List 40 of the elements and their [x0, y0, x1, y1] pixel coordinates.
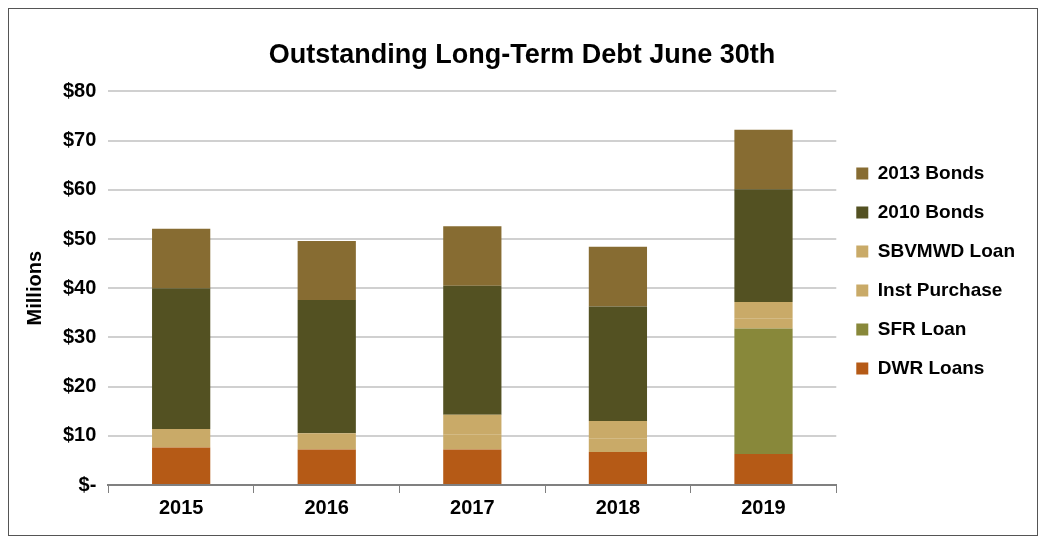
- y-tick-label: $60: [62, 177, 97, 200]
- bar: [152, 428, 211, 448]
- bar: [152, 447, 211, 484]
- y-tick-label: $-: [78, 472, 97, 495]
- x-tick-label: 2018: [595, 495, 641, 518]
- bar: [443, 226, 502, 286]
- x-tick-label: 2019: [741, 495, 786, 518]
- legend-label: DWR Loans: [877, 356, 985, 378]
- bar: [297, 433, 356, 450]
- bar: [734, 328, 793, 454]
- y-tick-label: $40: [62, 275, 97, 298]
- y-axis-title: Millions: [22, 250, 45, 326]
- x-tick-label: 2017: [450, 495, 495, 518]
- legend-label: SFR Loan: [877, 317, 967, 339]
- y-tick-label: $70: [62, 128, 97, 151]
- bar: [297, 300, 356, 434]
- y-tick-label: $30: [62, 324, 97, 347]
- bar: [588, 306, 648, 422]
- y-tick-label: $50: [62, 226, 97, 249]
- legend-label: Inst Purchase: [877, 278, 1003, 300]
- legend-label: 2010 Bonds: [877, 200, 985, 222]
- x-tick-label: 2015: [158, 495, 204, 518]
- bar: [734, 189, 793, 302]
- bar: [152, 288, 211, 429]
- x-tick-label: 2016: [304, 495, 349, 518]
- bar: [152, 228, 211, 289]
- y-tick-label: $20: [62, 374, 97, 397]
- legend-label: 2013 Bonds: [877, 161, 985, 183]
- y-tick-label: $80: [62, 78, 97, 101]
- bar: [588, 246, 648, 307]
- y-tick-label: $10: [62, 423, 97, 446]
- bar: [297, 449, 356, 484]
- legend-label: SBVMWD Loan: [877, 239, 1016, 261]
- bar: [734, 129, 793, 190]
- bar: [734, 454, 793, 484]
- chart-title: Outstanding Long-Term Debt June 30th: [268, 38, 776, 69]
- bar: [588, 452, 648, 484]
- bar: [443, 285, 502, 415]
- bar: [297, 240, 356, 301]
- bar: [443, 449, 502, 484]
